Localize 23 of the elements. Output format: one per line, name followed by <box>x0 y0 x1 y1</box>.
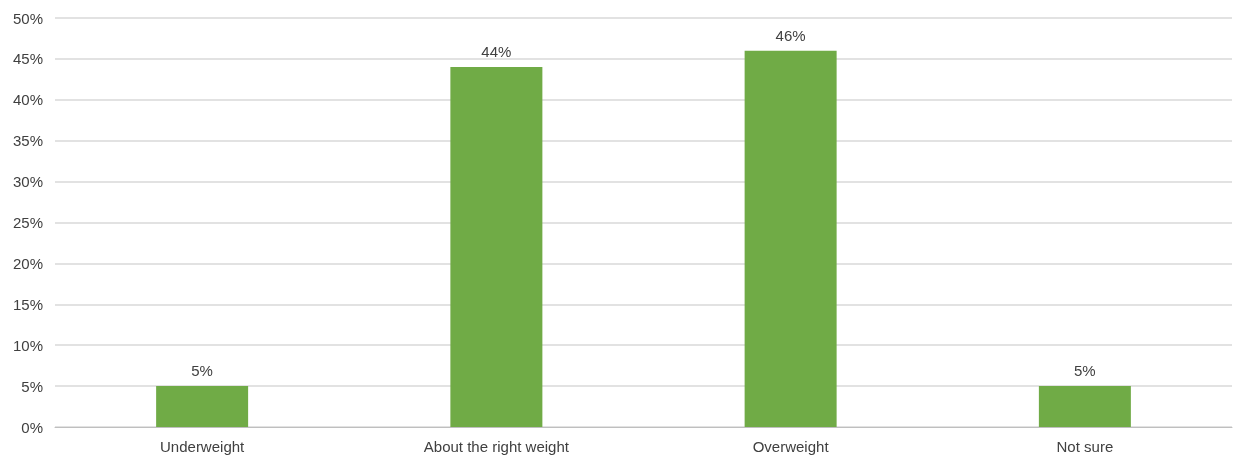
y-tick-label: 50% <box>12 9 43 27</box>
data-label: 5% <box>191 362 213 380</box>
bar <box>156 386 249 427</box>
data-label: 5% <box>1074 362 1096 380</box>
bar <box>744 50 837 427</box>
y-tick-label: 35% <box>12 132 43 150</box>
y-tick-label: 45% <box>12 50 43 68</box>
y-tick-label: 10% <box>12 336 43 354</box>
y-tick-label: 40% <box>12 91 43 109</box>
y-tick-label: 30% <box>12 173 43 191</box>
x-tick-label: About the right weight <box>423 438 570 455</box>
data-label: 44% <box>481 43 512 61</box>
y-tick-label: 0% <box>21 418 43 436</box>
y-tick-label: 20% <box>12 254 43 272</box>
y-tick-label: 15% <box>12 295 43 313</box>
data-label: 46% <box>775 26 806 44</box>
bar <box>450 67 543 427</box>
x-tick-label: Not sure <box>1056 438 1114 455</box>
y-tick-label: 5% <box>21 377 43 395</box>
x-tick-label: Underweight <box>160 438 246 455</box>
y-tick-label: 25% <box>12 214 43 231</box>
x-tick-label: Overweight <box>752 438 830 455</box>
bar <box>1038 386 1131 427</box>
